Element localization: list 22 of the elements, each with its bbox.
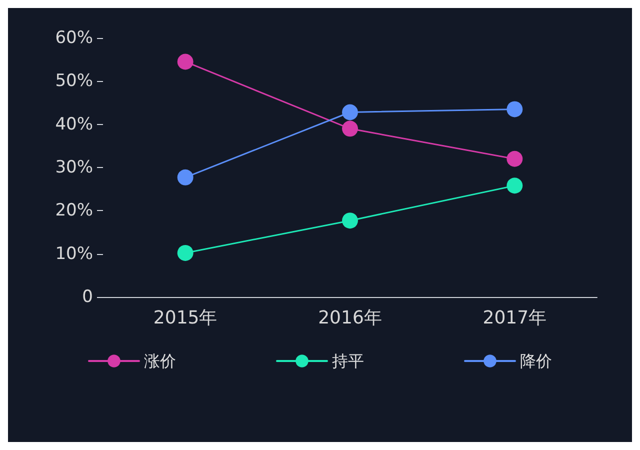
point (177, 169, 194, 186)
point (506, 178, 523, 194)
legend-label: 涨价 (144, 352, 176, 370)
y-tick-label: 40% (55, 114, 93, 134)
legend-label: 降价 (520, 352, 552, 370)
x-tick-label: 2015年 (153, 308, 218, 328)
point (506, 101, 523, 118)
legend-label: 持平 (332, 352, 364, 370)
x-tick-label: 2017年 (482, 308, 547, 328)
point (342, 120, 358, 137)
point (342, 104, 358, 120)
point (506, 150, 523, 167)
y-tick-label: 30% (55, 158, 93, 178)
point (177, 54, 194, 70)
x-tick-label: 2016年 (318, 308, 382, 328)
point (177, 244, 194, 261)
y-tick-label: 50% (55, 71, 93, 92)
point (342, 212, 358, 229)
y-tick-label: 0 (82, 287, 93, 307)
y-tick-label: 20% (55, 200, 93, 221)
y-tick-label: 60% (55, 28, 93, 48)
y-tick-label: 10% (55, 244, 93, 264)
